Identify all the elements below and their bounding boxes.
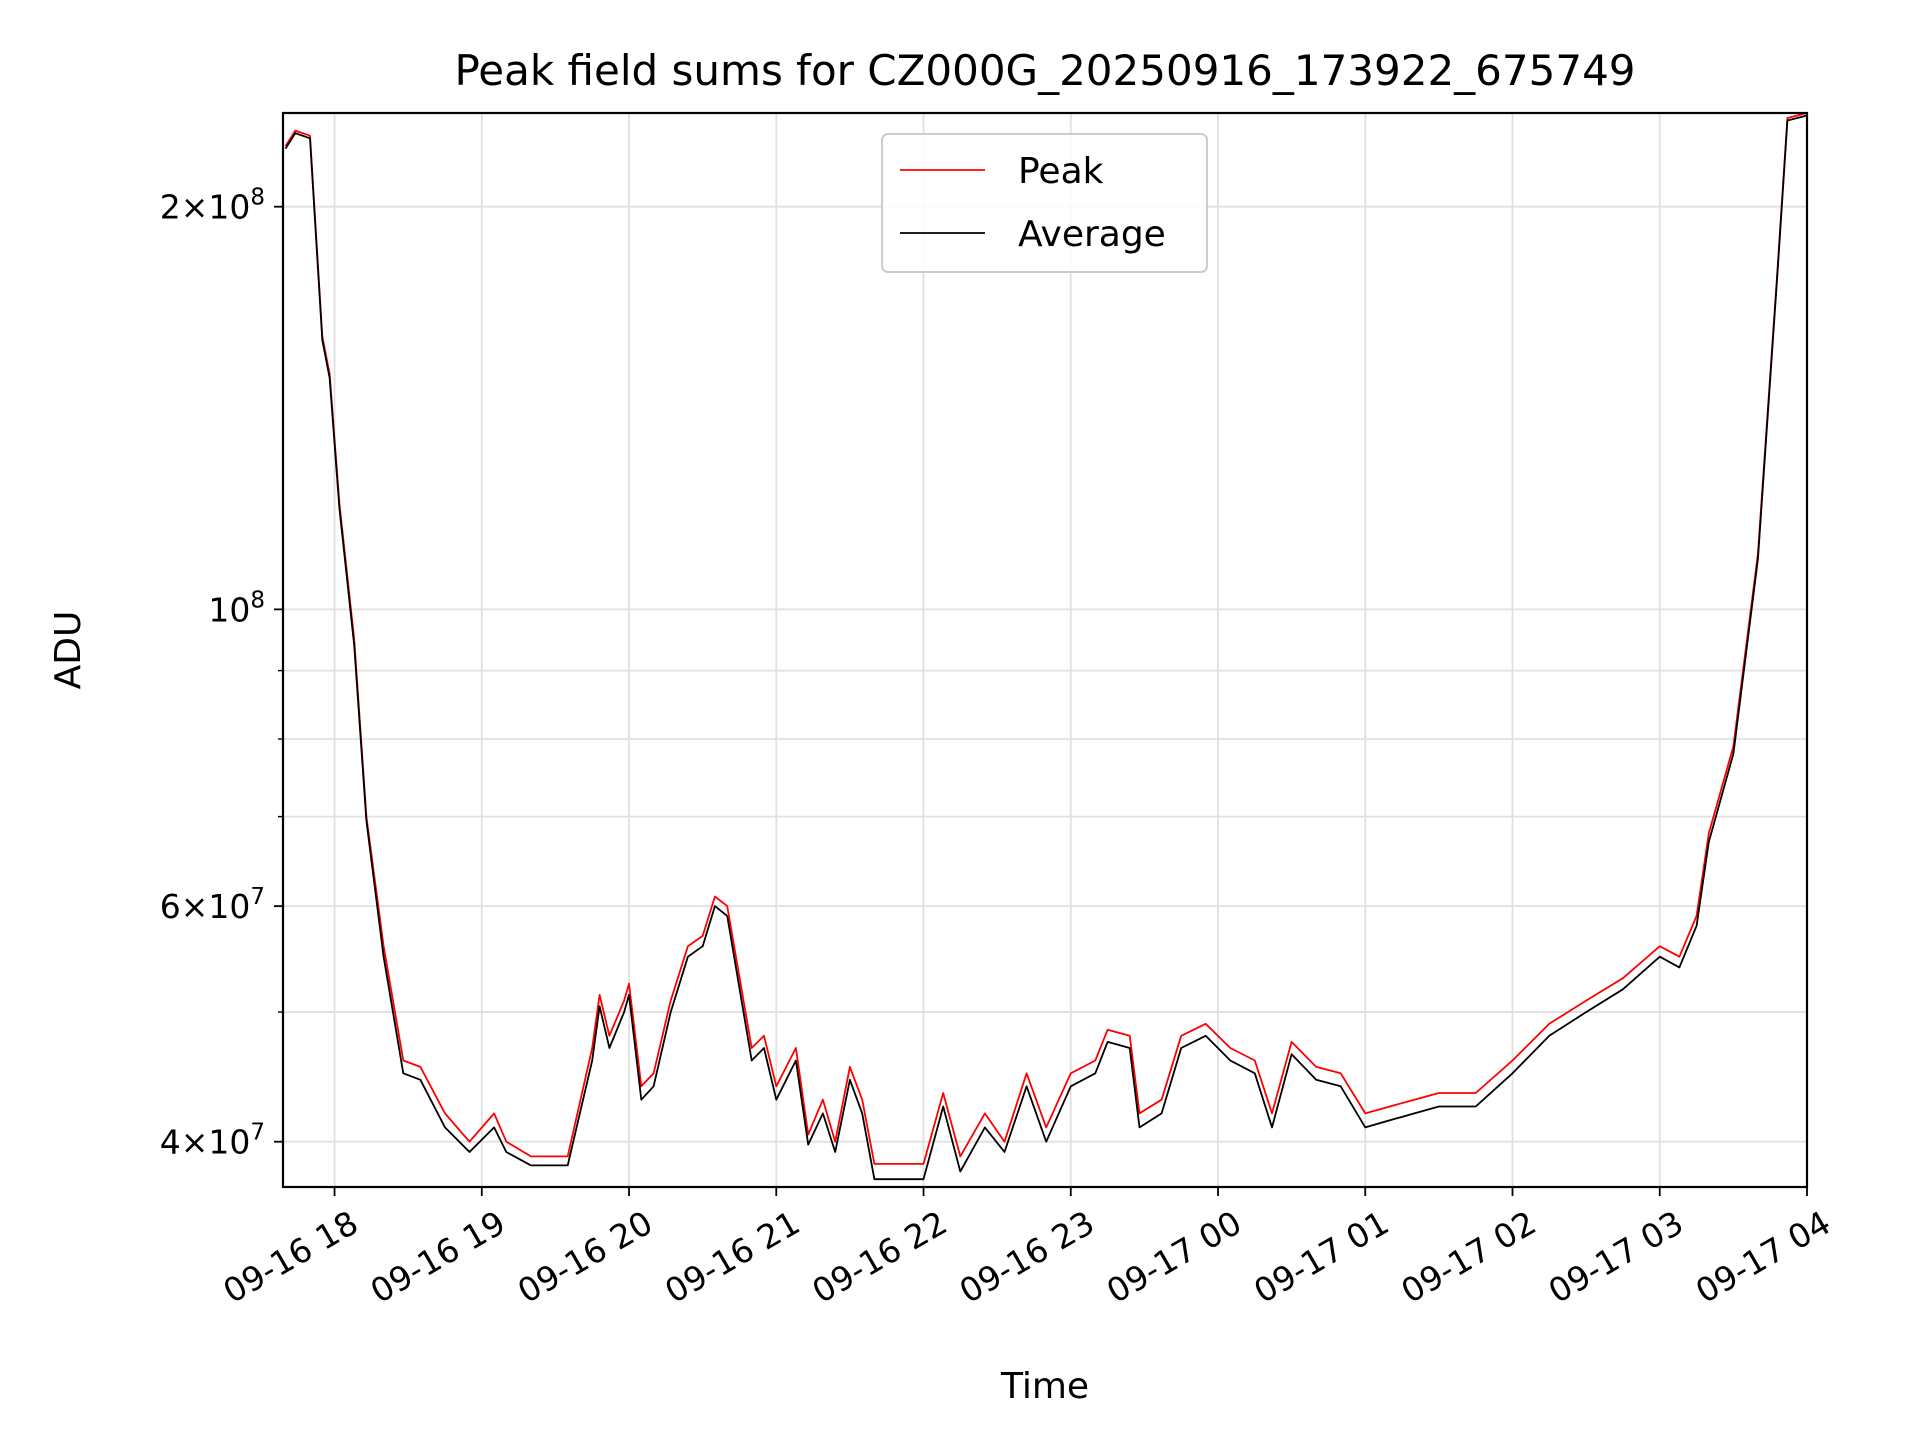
- chart-title: Peak field sums for CZ000G_20250916_1739…: [454, 46, 1635, 95]
- legend-box: [881, 133, 1208, 273]
- y-tick-label: 6×107: [160, 884, 265, 926]
- legend-label-peak: Peak: [1018, 151, 1104, 192]
- series-line-peak: [284, 112, 1808, 1165]
- x-axis-label: Time: [1000, 1366, 1089, 1407]
- plot-frame: [281, 111, 1809, 1189]
- series-line-average: [284, 114, 1808, 1181]
- y-tick-label: 2×108: [160, 185, 265, 227]
- legend: Peak Average: [881, 133, 1208, 273]
- y-tick-label: 4×107: [160, 1120, 265, 1162]
- series-lines: [284, 112, 1808, 1181]
- legend-label-average: Average: [1018, 214, 1166, 255]
- y-tick-label: 108: [208, 587, 265, 629]
- y-axis-label: ADU: [48, 611, 89, 690]
